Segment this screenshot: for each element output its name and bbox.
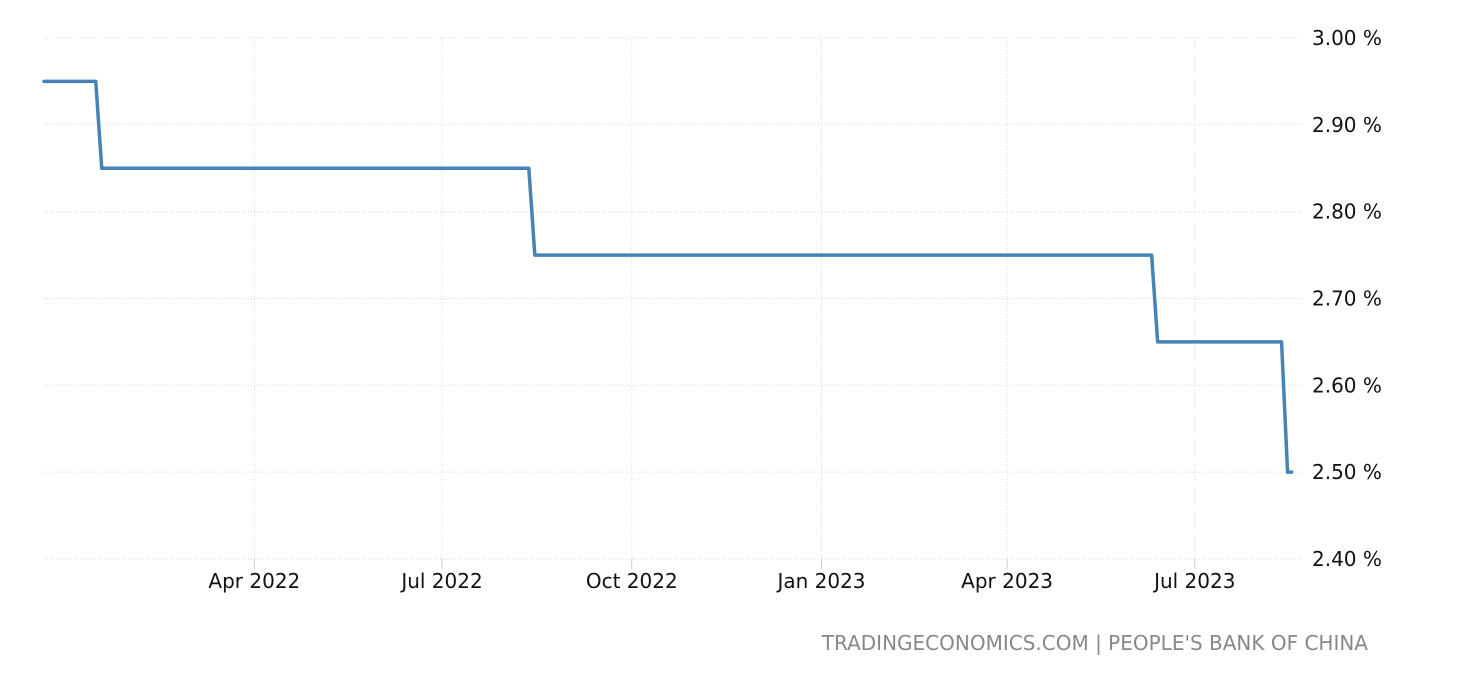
y-tick-label: 2.90 %: [1312, 113, 1382, 137]
x-tick-label: Jan 2023: [775, 569, 865, 593]
y-tick-label: 2.50 %: [1312, 460, 1382, 484]
y-tick-label: 2.70 %: [1312, 287, 1382, 311]
y-tick-label: 2.60 %: [1312, 373, 1382, 397]
y-gridlines: [44, 37, 1302, 560]
source-credit: TRADINGECONOMICS.COM | PEOPLE'S BANK OF …: [821, 631, 1369, 655]
y-tick-label: 3.00 %: [1312, 26, 1382, 50]
x-tick-label: Apr 2022: [208, 569, 300, 593]
x-axis-tick-labels: Apr 2022 Jul 2022 Oct 2022 Jan 2023 Apr 2023…: [208, 569, 1235, 593]
x-gridlines: [253, 38, 1196, 569]
x-tick-label: Oct 2022: [586, 569, 678, 593]
x-tick-label: Apr 2023: [961, 569, 1053, 593]
x-tick-label: Jul 2022: [399, 569, 482, 593]
y-axis-tick-labels: 3.00 % 2.90 % 2.80 % 2.70 % 2.60 % 2.50 % 2.40…: [1312, 26, 1382, 571]
y-tick-label: 2.40 %: [1312, 547, 1382, 571]
x-tick-label: Jul 2023: [1152, 569, 1235, 593]
series-group: [42, 79, 1294, 474]
y-tick-label: 2.80 %: [1312, 200, 1382, 224]
series-line: [42, 79, 1294, 474]
